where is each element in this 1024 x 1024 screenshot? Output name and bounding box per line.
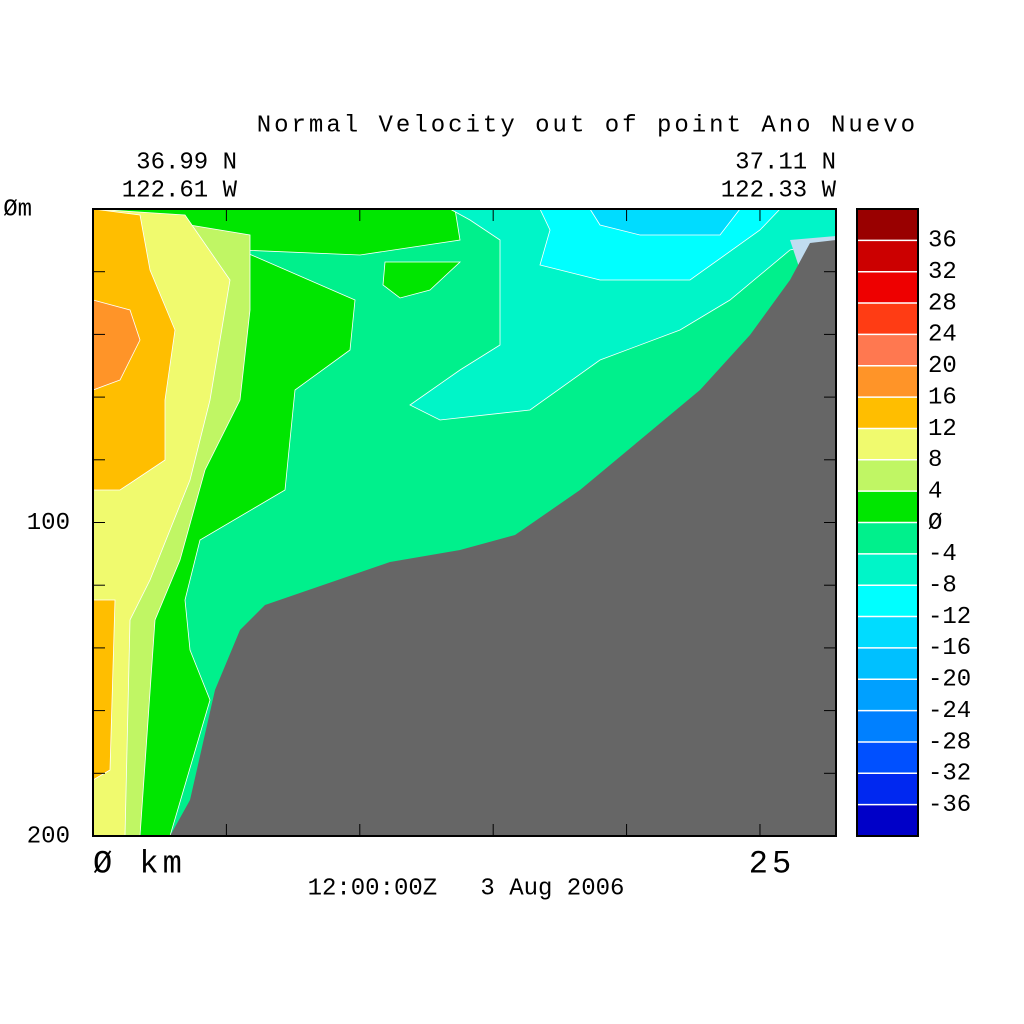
colorbar-label: 8 [928,447,942,474]
colorbar-label: 36 [928,228,957,255]
colorbar-label: 28 [928,290,957,317]
colorbar-label: -28 [928,729,971,756]
y-tick-label: 100 [27,510,70,537]
colorbar-band [857,428,918,460]
colorbar-band [857,804,918,836]
colorbar-band [857,585,918,617]
colorbar-label: -16 [928,635,971,662]
colorbar-label: 24 [928,322,957,349]
x-tick-label: 25 [749,845,795,882]
colorbar-frame [856,208,919,837]
time-label: 12:00:00Z 3 Aug 2006 [308,875,625,902]
colorbar-band [857,616,918,648]
colorbar-label: -36 [928,792,971,819]
colorbar-band [857,459,918,492]
colorbar-label: Ø [928,510,942,537]
colorbar-label: 32 [928,259,957,286]
colorbar-band [857,522,918,554]
colorbar-label: 12 [928,416,957,443]
colorbar-band [857,240,918,272]
colorbar-band [857,271,918,304]
colorbar-label: 16 [928,384,957,411]
colorbar-band [857,553,918,586]
colorbar-band [857,365,918,398]
y-tick-label: 200 [27,823,70,850]
right-lon: 122.33 W [721,177,837,204]
colorbar-band [857,679,918,711]
colorbar-band [857,303,918,335]
colorbar-label: -8 [928,573,957,600]
x-tick-label: Ø km [93,845,186,882]
contour-region [382,261,462,299]
colorbar-label: -20 [928,667,971,694]
colorbar-band [857,741,918,774]
colorbar-label: -12 [928,604,971,631]
colorbar-label: -4 [928,541,957,568]
colorbar-label: -24 [928,698,971,725]
right-lat: 37.11 N [735,149,836,176]
left-lon: 122.61 W [122,177,238,204]
chart-title: Normal Velocity out of point Ano Nuevo [257,112,918,139]
left-lat: 36.99 N [136,149,237,176]
colorbar-band [857,647,918,680]
colorbar-band [857,397,918,429]
colorbar-band [857,334,918,366]
colorbar-label: -32 [928,761,971,788]
topography [170,240,836,836]
colorbar-band [857,710,918,742]
colorbar-label: 20 [928,353,957,380]
y-tick-label: Øm [3,196,32,223]
colorbar-band [857,209,918,241]
colorbar-band [857,491,918,523]
colorbar-label: 4 [928,478,942,505]
colorbar-band [857,773,918,805]
